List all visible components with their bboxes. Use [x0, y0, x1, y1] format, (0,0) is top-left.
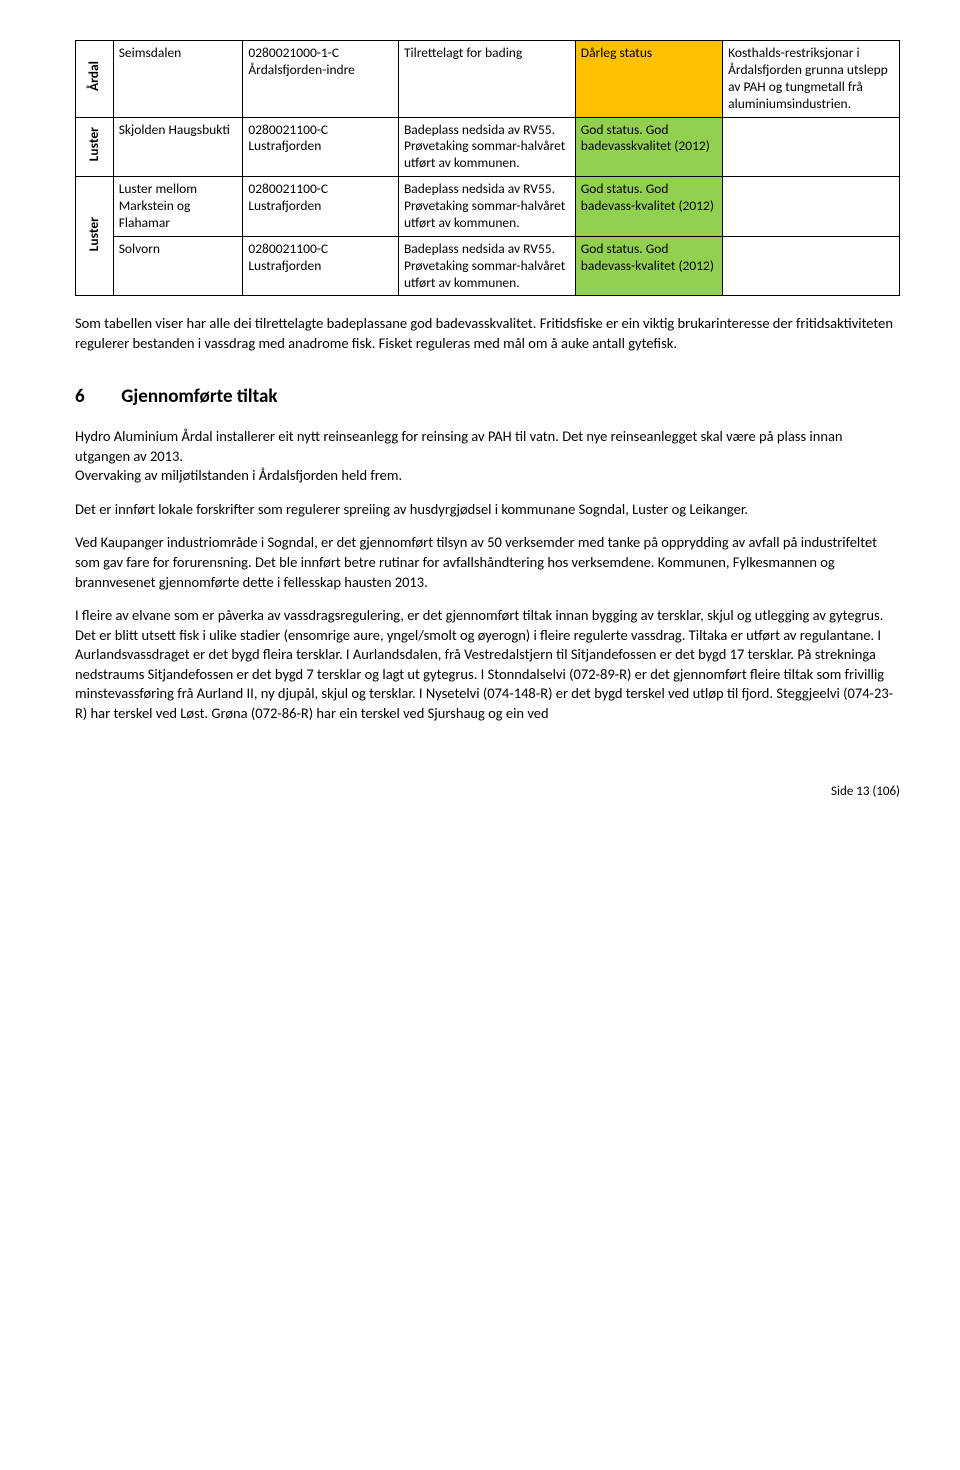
table-row: LusterLuster mellom Markstein og Flahama…	[76, 177, 900, 237]
section-heading: 6 Gjennomførte tiltak	[75, 384, 900, 410]
section-title: Gjennomførte tiltak	[121, 385, 277, 408]
region-cell: Årdal	[76, 41, 114, 118]
badevass-table: Årdal Seimsdalen0280021000-1-C Årdalsfjor…	[75, 40, 900, 296]
table-row: Solvorn0280021100-C LustrafjordenBadepla…	[76, 236, 900, 296]
note-cell: Kosthalds-restriksjonar i Årdalsfjorden …	[723, 41, 900, 118]
region-label: Luster	[86, 127, 103, 161]
status-cell: God status. God badevass-kvalitet (2012)	[575, 177, 722, 237]
code-cell: 0280021000-1-C Årdalsfjorden-indre	[243, 41, 399, 118]
note-cell	[723, 236, 900, 296]
page-footer: Side 13 (106)	[75, 783, 900, 801]
note-cell	[723, 117, 900, 177]
code-cell: 0280021100-C Lustrafjorden	[243, 177, 399, 237]
status-cell: God status. God badevasskvalitet (2012)	[575, 117, 722, 177]
location-cell: Seimsdalen	[113, 41, 243, 118]
description-cell: Badeplass nedsida av RV55. Prøvetaking s…	[398, 236, 575, 296]
location-cell: Luster mellom Markstein og Flahamar	[113, 177, 243, 237]
region-cell: Luster	[76, 117, 114, 177]
description-cell: Tilrettelagt for bading	[398, 41, 575, 118]
paragraph-2b: Overvaking av miljøtilstanden i Årdalsfj…	[75, 466, 900, 486]
table-row: Luster Skjolden Haugsbukti0280021100-C Lu…	[76, 117, 900, 177]
paragraph-4: Ved Kaupanger industriområde i Sogndal, …	[75, 533, 900, 592]
location-cell: Solvorn	[113, 236, 243, 296]
note-cell	[723, 177, 900, 237]
description-cell: Badeplass nedsida av RV55. Prøvetaking s…	[398, 117, 575, 177]
table-row: Årdal Seimsdalen0280021000-1-C Årdalsfjor…	[76, 41, 900, 118]
paragraph-5: I fleire av elvane som er påverka av vas…	[75, 606, 900, 723]
region-label: Luster	[86, 217, 103, 251]
paragraph-2a: Hydro Aluminium Årdal installerer eit ny…	[75, 427, 900, 466]
status-cell: God status. God badevass-kvalitet (2012)	[575, 236, 722, 296]
paragraph-3: Det er innført lokale forskrifter som re…	[75, 500, 900, 520]
region-cell: Luster	[76, 177, 114, 296]
description-cell: Badeplass nedsida av RV55. Prøvetaking s…	[398, 177, 575, 237]
code-cell: 0280021100-C Lustrafjorden	[243, 236, 399, 296]
region-label: Årdal	[86, 61, 103, 91]
section-number: 6	[75, 384, 117, 410]
location-cell: Skjolden Haugsbukti	[113, 117, 243, 177]
code-cell: 0280021100-C Lustrafjorden	[243, 117, 399, 177]
status-cell: Dårleg status	[575, 41, 722, 118]
paragraph-intro: Som tabellen viser har alle dei tilrette…	[75, 314, 900, 353]
